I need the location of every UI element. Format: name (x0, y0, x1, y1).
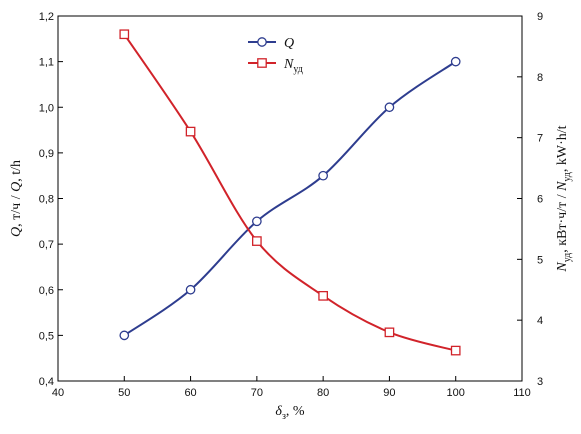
series-1-point (318, 170, 328, 181)
legend: Q Nуд (248, 36, 303, 75)
y-right-tick-label: 5 (537, 254, 543, 266)
y-left-tick-label: 0,4 (39, 376, 54, 388)
legend-label-1: Q (284, 36, 294, 51)
series-1-point (384, 102, 395, 113)
y-left-label-ru-unit: , т/ч / (9, 192, 24, 227)
x-axis-label-unit: , % (286, 404, 305, 419)
series-2-point (318, 290, 328, 301)
y-left-label-q1: Q (9, 227, 24, 237)
y-right-label-n2: N (555, 181, 570, 192)
series-2-point (185, 126, 196, 137)
series-markers (119, 29, 461, 356)
y-right-tick-label: 3 (537, 376, 543, 388)
x-tick-label: 60 (184, 387, 196, 399)
x-axis-label: δз, % (275, 404, 304, 422)
y-left-tick-label: 0,9 (39, 148, 54, 160)
x-tick-label: 110 (513, 387, 531, 399)
series-line-1 (123, 60, 457, 337)
y-right-label-sub1: уд (562, 253, 573, 262)
y-right-label-sub2: уд (562, 172, 573, 181)
y-right-label-ru-unit: , кВт·ч/т / (555, 191, 570, 253)
series-1-point (119, 330, 130, 341)
y-axis-left-label: Q, т/ч / Q, t/h (9, 160, 24, 237)
y-left-tick-label: 1,0 (39, 102, 54, 114)
y-right-label-en-unit: , kW·h/t (555, 125, 570, 172)
series-1-point (252, 216, 262, 227)
x-axis-label-subscript: з (282, 411, 286, 422)
x-tick-label: 70 (251, 387, 263, 399)
y-right-tick-label: 8 (537, 72, 543, 84)
x-tick-label: 90 (383, 387, 395, 399)
legend-marker-1 (257, 37, 267, 47)
y-right-tick-label: 4 (537, 315, 543, 327)
y-left-tick-label: 0,7 (39, 239, 54, 251)
y-left-tick-label: 0,6 (39, 285, 54, 297)
y-right-label-n1: N (555, 262, 570, 273)
series-2-point (252, 236, 262, 246)
x-tick-label: 40 (52, 387, 64, 399)
series-2-point (384, 327, 395, 338)
x-tick-label: 80 (317, 387, 329, 399)
y-right-tick-label: 7 (537, 133, 543, 145)
y-axis-right-label: Nуд, кВт·ч/т / Nуд, kW·h/t (555, 125, 573, 272)
y-left-tick-label: 0,5 (39, 330, 54, 342)
series-lines (123, 33, 457, 352)
y-right-tick-label: 9 (537, 11, 543, 23)
axis-ticks: 40 50 60 70 80 90 100 110 0,4 0,5 0,6 0,7 0,8 0,9 1,0 1… (39, 11, 543, 399)
y-left-tick-label: 1,1 (39, 57, 54, 69)
legend-marker-2 (257, 58, 267, 68)
y-right-tick-label: 6 (537, 194, 543, 206)
x-axis-label-symbol: δ (275, 404, 282, 419)
y-left-tick-label: 0,8 (39, 194, 54, 206)
x-tick-label: 50 (118, 387, 130, 399)
y-left-tick-label: 1,2 (39, 11, 54, 23)
series-2-point (119, 29, 130, 40)
y-left-label-q2: Q (9, 182, 24, 192)
series-2-point (450, 345, 461, 356)
legend-label-2: Nуд (283, 57, 303, 75)
x-tick-label: 100 (447, 387, 465, 399)
y-left-label-en-unit: , t/h (9, 160, 24, 182)
series-1-point (450, 56, 461, 67)
series-1-point (185, 284, 196, 295)
